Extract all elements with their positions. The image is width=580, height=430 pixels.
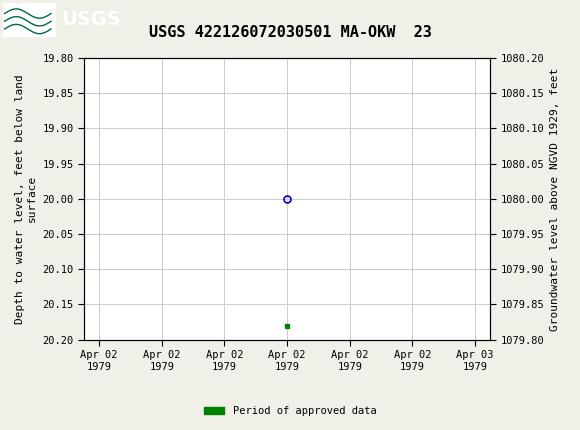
Text: USGS: USGS — [61, 10, 121, 29]
Text: USGS 422126072030501 MA-OKW  23: USGS 422126072030501 MA-OKW 23 — [148, 25, 432, 40]
Legend: Period of approved data: Period of approved data — [200, 402, 380, 421]
FancyBboxPatch shape — [3, 3, 55, 36]
Y-axis label: Depth to water level, feet below land
surface: Depth to water level, feet below land su… — [15, 74, 37, 324]
Y-axis label: Groundwater level above NGVD 1929, feet: Groundwater level above NGVD 1929, feet — [550, 67, 560, 331]
